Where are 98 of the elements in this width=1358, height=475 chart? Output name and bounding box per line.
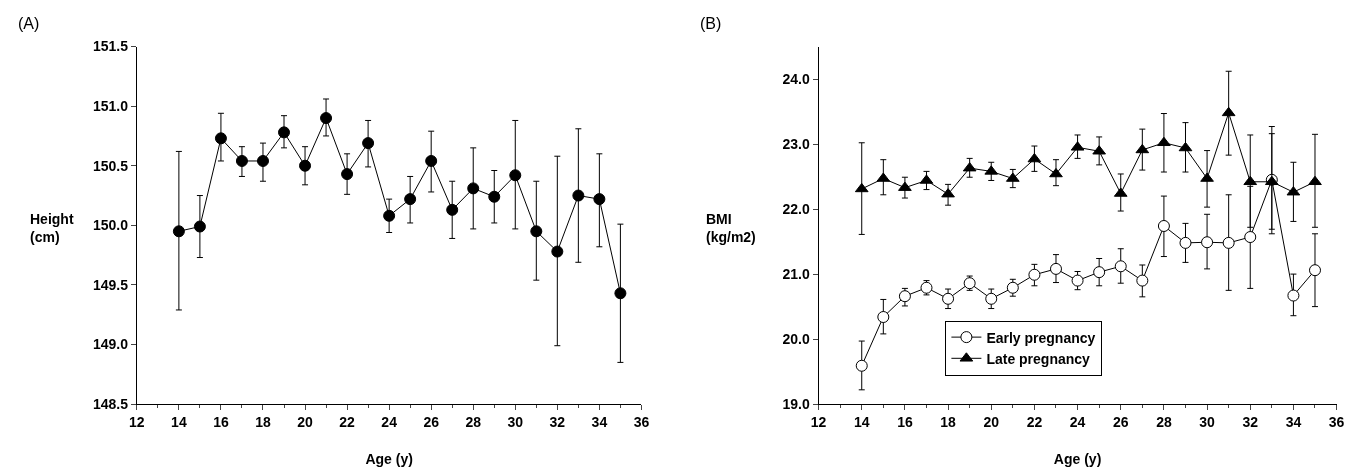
x-tick-label: 16 <box>213 413 229 430</box>
y-axis-title: BMI (kg/m2) <box>706 211 756 246</box>
point <box>467 182 480 195</box>
x-tick-label: 24 <box>381 413 398 430</box>
y-tick-label: 149.0 <box>92 336 129 353</box>
point <box>172 225 185 238</box>
x-tick-label: 32 <box>1242 413 1259 430</box>
x-tick-label: 26 <box>423 413 440 430</box>
x-tick-label: 34 <box>591 413 608 430</box>
point <box>1179 236 1192 249</box>
point <box>1200 172 1214 182</box>
point <box>898 290 911 303</box>
point <box>446 203 459 216</box>
point <box>1071 274 1084 287</box>
x-axis-title: Age (y) <box>1053 451 1102 468</box>
y-tick-label: 19.0 <box>782 396 810 413</box>
point <box>1157 136 1171 147</box>
point <box>1201 236 1214 249</box>
point <box>1136 274 1149 287</box>
x-tick-label: 36 <box>1328 413 1345 430</box>
point <box>1287 289 1300 302</box>
point <box>572 189 585 202</box>
point <box>1114 260 1127 273</box>
y-axis-title: Height (cm) <box>30 211 74 246</box>
x-tick-label: 12 <box>810 413 827 430</box>
point <box>942 292 955 305</box>
point <box>1221 106 1236 117</box>
point <box>1028 268 1041 281</box>
point <box>1243 175 1258 186</box>
y-tick-label: 151.5 <box>92 38 129 55</box>
x-tick-label: 14 <box>853 413 870 430</box>
x-tick-label: 30 <box>1199 413 1216 430</box>
point <box>593 193 606 206</box>
x-tick-label: 20 <box>297 413 314 430</box>
point <box>1135 143 1150 154</box>
y-tick-label: 20.0 <box>782 331 810 348</box>
point <box>383 209 396 222</box>
x-axis-title: Age (y) <box>365 451 413 468</box>
legend-label: Late pregnancy <box>986 350 1091 367</box>
x-tick-label: 18 <box>940 413 957 430</box>
point <box>1049 167 1063 178</box>
x-tick-label: 22 <box>339 413 356 430</box>
point <box>898 181 912 191</box>
x-tick-label: 16 <box>897 413 913 430</box>
point <box>509 169 522 182</box>
x-tick-label: 20 <box>983 413 1000 430</box>
point <box>530 225 543 238</box>
x-tick-label: 12 <box>129 413 145 430</box>
point <box>855 359 868 372</box>
point <box>877 311 890 323</box>
y-tick-label: 21.0 <box>782 266 810 282</box>
x-tick-label: 28 <box>465 413 482 430</box>
point <box>1178 141 1193 152</box>
point <box>214 132 227 145</box>
point <box>1309 264 1321 277</box>
point <box>425 154 438 167</box>
x-tick-label: 18 <box>255 413 271 430</box>
point <box>299 159 312 172</box>
point <box>488 190 501 203</box>
chart-title: (A) <box>18 15 40 32</box>
x-tick-label: 22 <box>1026 413 1043 430</box>
y-tick-label: 148.5 <box>92 396 129 413</box>
x-tick-label: 36 <box>633 413 650 430</box>
point <box>1093 266 1106 279</box>
point <box>256 154 269 167</box>
point <box>985 292 998 305</box>
point <box>941 188 955 198</box>
point <box>341 168 354 181</box>
point <box>1244 231 1257 244</box>
point <box>404 193 417 206</box>
y-tick-label: 22.0 <box>782 200 810 217</box>
x-tick-label: 32 <box>549 413 566 430</box>
point <box>1049 262 1062 275</box>
point <box>551 245 564 258</box>
x-tick-label: 26 <box>1112 413 1129 430</box>
point <box>193 220 206 233</box>
point <box>854 182 869 193</box>
point <box>1222 236 1235 249</box>
point <box>614 287 627 300</box>
point <box>1157 219 1170 232</box>
y-tick-label: 149.5 <box>92 276 129 293</box>
x-tick-label: 24 <box>1069 413 1086 430</box>
point <box>235 154 248 167</box>
point <box>1308 175 1322 186</box>
x-tick-label: 34 <box>1285 413 1302 430</box>
y-tick-label: 150.0 <box>92 217 129 234</box>
x-tick-label: 28 <box>1156 413 1172 430</box>
x-tick-label: 14 <box>171 413 187 430</box>
y-tick-label: 150.5 <box>92 157 129 174</box>
y-tick-label: 24.0 <box>782 70 810 87</box>
chart-title: (B) <box>700 15 722 32</box>
x-tick-label: 30 <box>507 413 524 430</box>
point <box>320 112 333 125</box>
y-tick-label: 23.0 <box>782 135 810 152</box>
point <box>362 137 375 150</box>
legend-label: Early pregnancy <box>986 329 1096 346</box>
y-tick-label: 151.0 <box>92 98 129 115</box>
point <box>278 126 290 139</box>
